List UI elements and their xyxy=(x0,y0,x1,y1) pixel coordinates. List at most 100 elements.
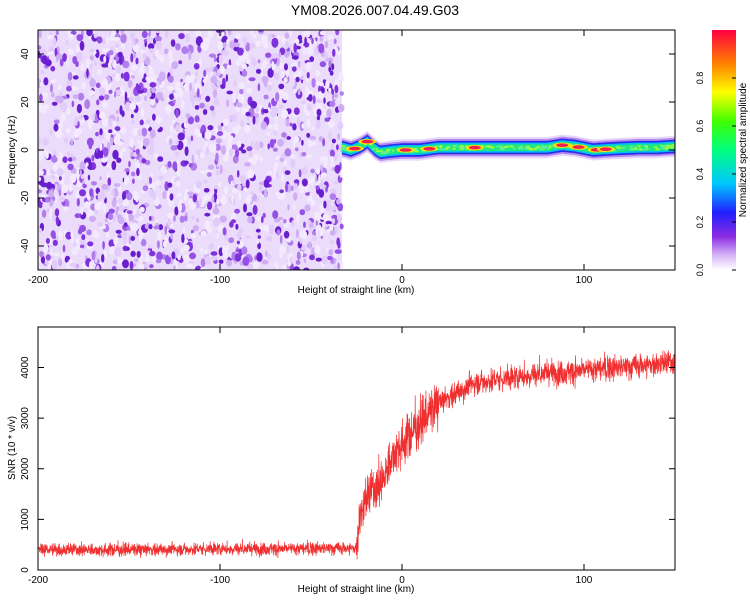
noise-blob xyxy=(169,224,175,229)
noise-blob xyxy=(307,241,312,250)
noise-blob xyxy=(213,55,217,63)
noise-blob xyxy=(122,60,130,69)
noise-blob xyxy=(194,128,200,135)
noise-blob xyxy=(106,35,109,45)
noise-blob xyxy=(186,263,193,269)
noise-blob xyxy=(327,34,334,40)
noise-blob xyxy=(45,237,50,244)
noise-blob xyxy=(210,75,218,84)
noise-blob xyxy=(128,212,133,220)
noise-blob xyxy=(329,230,336,236)
band-hotspot-core xyxy=(399,148,412,152)
noise-blob xyxy=(335,30,340,36)
noise-blob xyxy=(107,177,112,186)
band-speckle xyxy=(452,147,456,150)
snr-x-ticks: -200 -100 0 100 xyxy=(28,327,593,586)
noise-blob xyxy=(261,216,264,224)
noise-blob xyxy=(40,108,47,114)
noise-blob xyxy=(67,163,74,171)
noise-blob xyxy=(157,156,164,162)
noise-blob xyxy=(39,251,44,258)
noise-blob xyxy=(238,191,242,201)
noise-blob xyxy=(244,162,251,167)
noise-blob xyxy=(300,100,306,105)
noise-blob xyxy=(102,202,107,213)
noise-blob xyxy=(337,262,340,270)
noise-blob xyxy=(284,170,291,176)
noise-blob xyxy=(174,206,179,216)
band-speckle xyxy=(341,146,347,149)
band-speckle xyxy=(664,147,668,150)
noise-blob xyxy=(94,113,98,124)
noise-blob xyxy=(168,229,176,234)
band-speckle xyxy=(392,149,394,152)
noise-blob xyxy=(125,246,130,251)
noise-blob xyxy=(38,227,42,234)
noise-blob xyxy=(285,183,288,193)
noise-blob xyxy=(98,95,105,101)
noise-blob xyxy=(121,110,125,117)
noise-blob xyxy=(216,80,221,87)
noise-blob xyxy=(149,143,155,150)
noise-blob xyxy=(246,146,253,152)
noise-blob xyxy=(58,230,64,241)
noise-blob xyxy=(220,122,224,127)
noise-blob xyxy=(62,244,66,253)
noise-blob xyxy=(170,145,178,151)
noise-blob xyxy=(130,119,136,124)
noise-blob xyxy=(94,60,97,67)
noise-blob xyxy=(319,36,323,42)
noise-blob xyxy=(311,37,314,45)
noise-blob xyxy=(72,75,79,80)
noise-blob xyxy=(252,115,256,125)
noise-blob xyxy=(133,52,136,59)
noise-blob xyxy=(80,206,84,215)
noise-blob xyxy=(93,50,97,55)
noise-blob xyxy=(205,104,210,112)
noise-blob xyxy=(72,156,77,161)
noise-blob xyxy=(277,138,284,147)
noise-blob xyxy=(222,245,227,256)
noise-blob xyxy=(208,242,215,250)
noise-blob xyxy=(285,118,290,127)
noise-blob xyxy=(38,137,41,147)
noise-blob xyxy=(315,185,320,191)
noise-blob xyxy=(309,56,315,62)
band-speckle xyxy=(643,148,649,151)
noise-blob xyxy=(183,215,188,222)
noise-blob xyxy=(288,108,292,114)
noise-blob xyxy=(114,126,121,132)
noise-blob xyxy=(145,76,149,82)
noise-blob xyxy=(68,182,73,192)
noise-blob xyxy=(208,53,216,58)
noise-blob xyxy=(295,147,299,152)
noise-blob xyxy=(231,144,239,150)
noise-blob xyxy=(297,60,301,68)
noise-blob xyxy=(283,219,287,224)
noise-blob xyxy=(311,126,315,131)
noise-blob xyxy=(131,222,139,232)
noise-blob xyxy=(75,189,80,199)
band-speckle xyxy=(533,148,538,150)
noise-blob xyxy=(222,227,227,236)
noise-blob xyxy=(96,99,100,106)
noise-blob xyxy=(134,258,139,263)
noise-blob xyxy=(89,261,93,270)
noise-blob xyxy=(175,140,179,146)
noise-blob xyxy=(306,62,311,70)
noise-blob xyxy=(287,254,290,264)
noise-blob xyxy=(329,193,337,201)
noise-blob xyxy=(156,251,163,261)
noise-blob xyxy=(180,78,183,83)
noise-blob xyxy=(198,58,202,66)
noise-blob xyxy=(283,77,288,83)
noise-blob xyxy=(263,188,268,198)
noise-blob xyxy=(318,82,324,87)
noise-blob xyxy=(320,30,326,36)
noise-blob xyxy=(331,214,338,220)
noise-blob xyxy=(77,92,85,101)
noise-blob xyxy=(316,108,322,117)
band-speckle xyxy=(452,144,458,147)
noise-blob xyxy=(47,262,51,270)
noise-blob xyxy=(315,69,321,77)
